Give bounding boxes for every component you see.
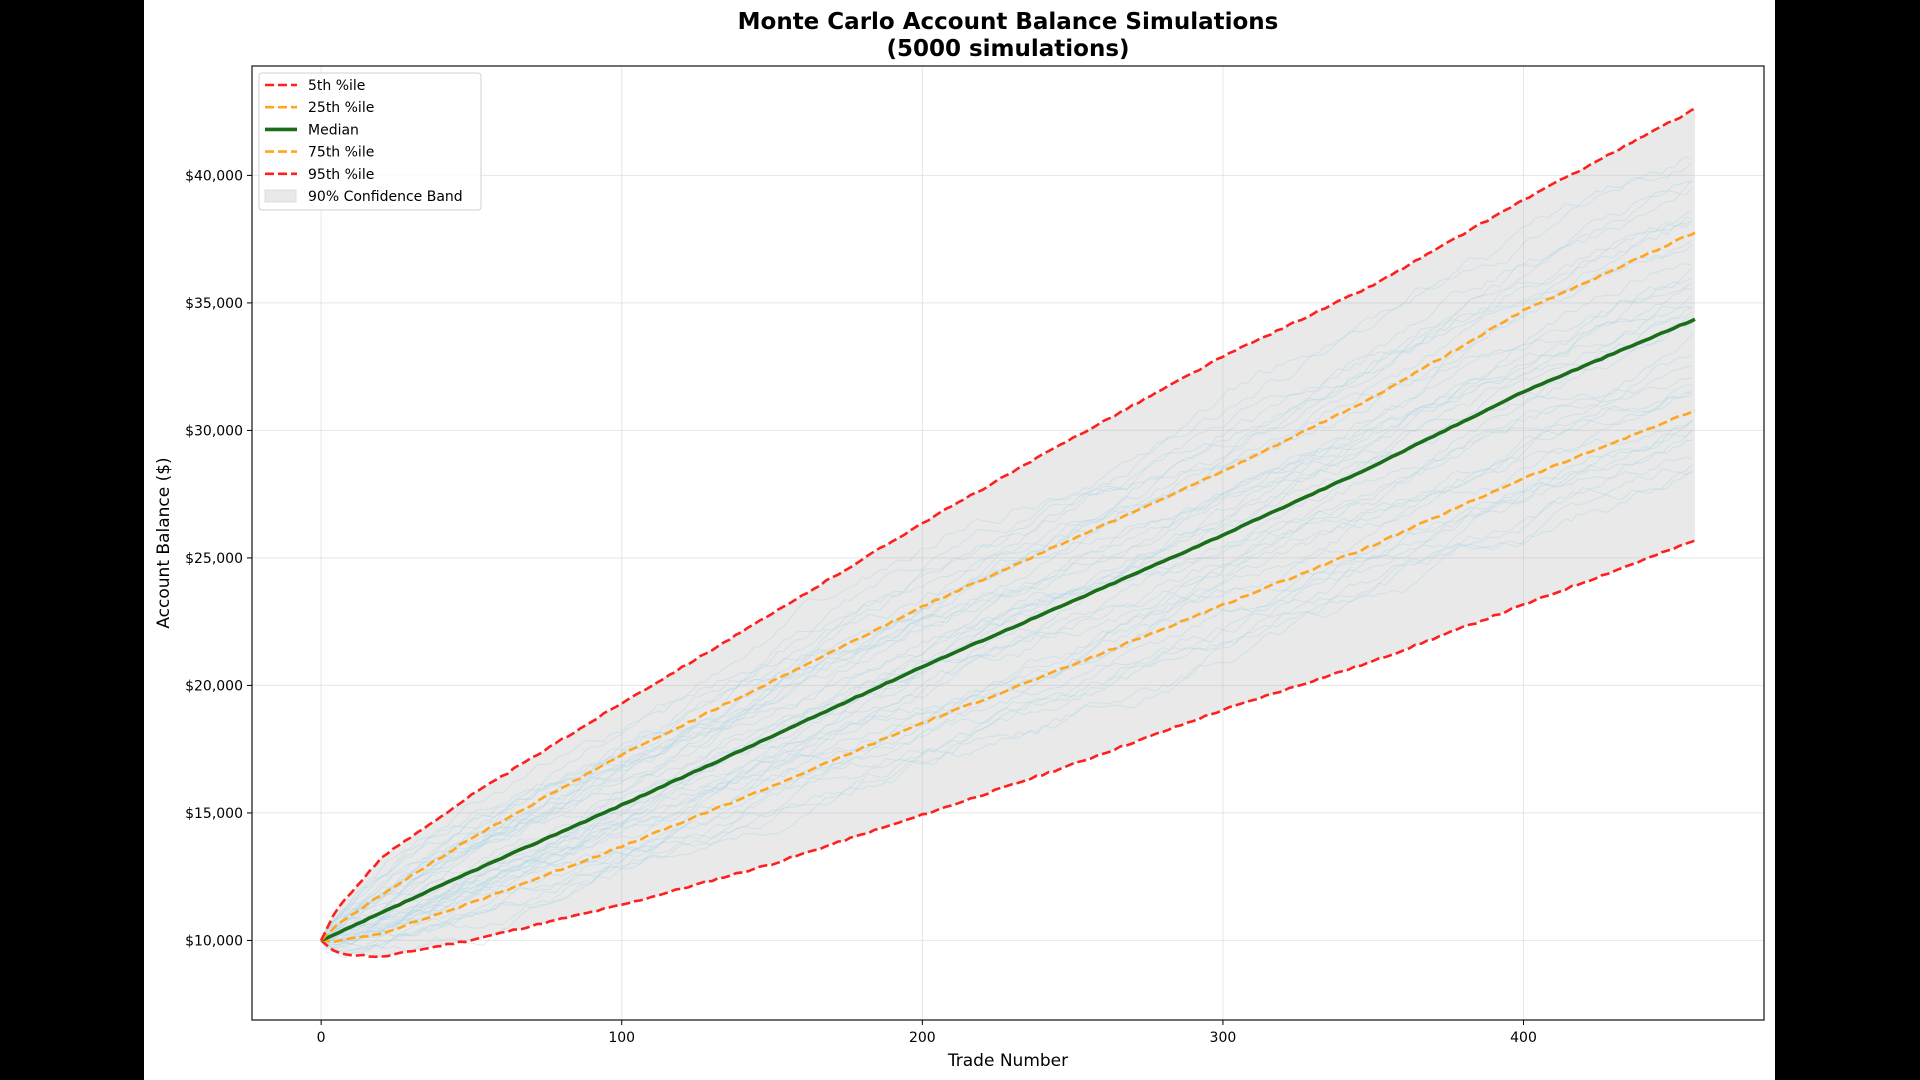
x-tick-label: 200 (909, 1030, 936, 1046)
y-tick-label: $25,000 (185, 551, 243, 567)
plot-frame (251, 65, 1765, 1021)
y-tick-label: $15,000 (185, 806, 243, 822)
legend-item-label: 95th %ile (308, 167, 374, 183)
y-tick-label: $30,000 (185, 423, 243, 439)
legend-item-label: 75th %ile (308, 145, 374, 161)
series-median (320, 317, 1696, 943)
series-75th-ile (320, 231, 1696, 942)
series-5th-ile (320, 539, 1696, 959)
legend-item-label: Median (308, 122, 359, 138)
x-tick-label: 100 (608, 1030, 635, 1046)
y-tick-label: $20,000 (185, 678, 243, 694)
legend: 5th %ile 25th %ile Median 75th %ile 95th %il… (258, 72, 482, 211)
y-axis: $10,000 $15,000 $20,000 $25,000 $30,000 $35,0… (185, 168, 252, 949)
x-axis-label: Trade Number (947, 1051, 1068, 1071)
y-axis-label: Account Balance ($) (154, 457, 174, 628)
legend-item-label: 25th %ile (308, 100, 374, 116)
y-tick-label: $35,000 (185, 296, 243, 312)
y-tick-label: $40,000 (185, 168, 243, 184)
x-tick-label: 0 (317, 1030, 326, 1046)
chart-subtitle: (5000 simulations) (886, 36, 1129, 62)
x-axis: 0 100 200 300 400 (317, 1020, 1537, 1046)
series-25th-ile (320, 409, 1696, 944)
percentile-lines (319, 107, 1696, 959)
chart-title: Monte Carlo Account Balance Simulations (738, 9, 1279, 35)
legend-item-label: 90% Confidence Band (308, 189, 463, 205)
legend-item-label: 5th %ile (308, 78, 365, 94)
y-tick-label: $10,000 (185, 933, 243, 949)
x-tick-label: 300 (1210, 1030, 1237, 1046)
confidence-band (321, 109, 1695, 958)
series-95th-ile (319, 107, 1696, 941)
grid (252, 66, 1764, 1020)
x-tick-label: 400 (1510, 1030, 1537, 1046)
